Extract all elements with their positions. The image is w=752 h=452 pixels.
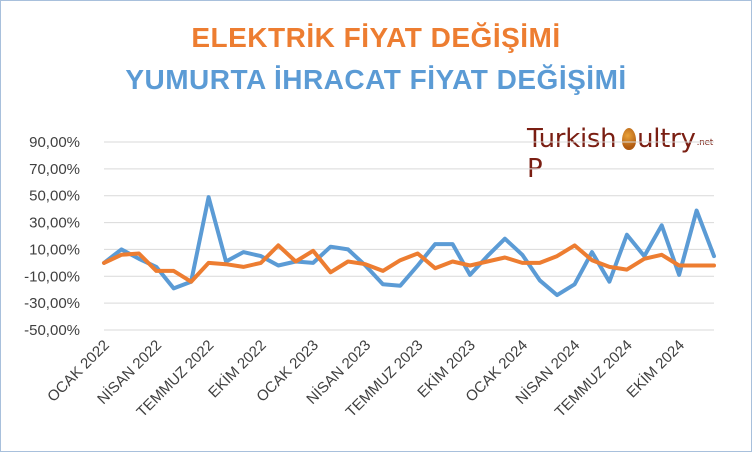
chart-title-line2: YUMURTA İHRACAT FİYAT DEĞİŞİMİ	[125, 64, 627, 95]
series-line-egg-export-price	[102, 195, 716, 298]
y-tick-label: -30,00%	[24, 295, 80, 312]
egg-icon	[621, 128, 637, 150]
series-line-electricity-price	[102, 243, 716, 284]
y-tick-label: -50,00%	[24, 322, 80, 339]
logo-text-end: ultry	[637, 124, 696, 154]
chart-title-line1: ELEKTRİK FİYAT DEĞİŞİMİ	[191, 22, 561, 53]
y-tick-label: 90,00%	[29, 134, 80, 151]
y-tick-label: 30,00%	[29, 215, 80, 232]
y-tick-label: 10,00%	[29, 241, 80, 258]
y-tick-label: 70,00%	[29, 161, 80, 178]
y-tick-label: -10,00%	[24, 268, 80, 285]
logo-suffix: .net	[696, 138, 714, 148]
y-tick-label: 50,00%	[29, 188, 80, 205]
